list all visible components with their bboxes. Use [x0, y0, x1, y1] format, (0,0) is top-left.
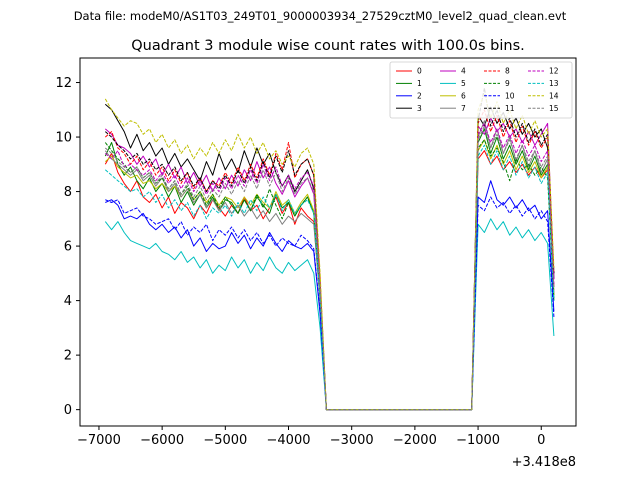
legend-label-1: 1 [417, 79, 422, 88]
x-tick-label: −6000 [140, 433, 184, 448]
x-offset-label: +3.418e8 [512, 455, 576, 470]
legend-label-8: 8 [505, 67, 510, 76]
series-line-8 [104, 109, 555, 411]
series-line-4 [104, 117, 555, 411]
y-tick-label: 6 [64, 240, 72, 255]
series-line-7 [104, 120, 555, 411]
series-line-5 [104, 218, 555, 411]
x-axis: −7000 −6000 −5000 −4000 −3000 −2000 −1000 0 [77, 426, 545, 448]
series-line-14 [104, 92, 555, 411]
legend-label-12: 12 [549, 67, 559, 76]
series-line-9 [104, 139, 555, 411]
axes-frame [79, 57, 577, 427]
legend-label-9: 9 [505, 79, 510, 88]
y-tick-label: 2 [64, 349, 72, 364]
legend-label-10: 10 [505, 92, 515, 101]
legend-label-14: 14 [549, 92, 559, 101]
plot-area [104, 87, 555, 411]
series-line-13 [104, 144, 555, 411]
legend-label-2: 2 [417, 92, 422, 101]
y-tick-label: 4 [64, 294, 72, 309]
y-tick-label: 10 [55, 131, 72, 146]
x-tick-label: −5000 [203, 433, 247, 448]
legend-label-15: 15 [549, 104, 559, 113]
legend-label-11: 11 [505, 104, 515, 113]
y-tick-label: 12 [55, 76, 72, 91]
legend-label-7: 7 [461, 104, 466, 113]
series-line-15 [104, 125, 555, 411]
series-line-2 [105, 180, 555, 411]
legend-label-6: 6 [461, 92, 466, 101]
x-tick-label: −7000 [77, 433, 121, 448]
legend-frame [389, 61, 573, 119]
legend-label-0: 0 [417, 67, 422, 76]
x-tick-label: 0 [537, 433, 545, 448]
x-tick-label: −4000 [267, 433, 311, 448]
x-tick-label: −2000 [393, 433, 437, 448]
series-line-10 [105, 196, 555, 411]
y-tick-label: 8 [64, 185, 72, 200]
y-tick-label: 0 [64, 403, 72, 418]
legend-label-5: 5 [461, 79, 466, 88]
chart-suptitle: Data file: modeM0/AS1T03_249T01_90000039… [74, 9, 567, 23]
x-tick-label: −3000 [330, 433, 374, 448]
legend-label-13: 13 [549, 79, 559, 88]
chart-title: Quadrant 3 module wise count rates with … [131, 38, 525, 54]
legend-label-4: 4 [461, 67, 466, 76]
y-axis: 0 2 4 6 8 10 12 [55, 76, 80, 418]
series-line-11 [104, 87, 555, 411]
series-line-12 [104, 122, 555, 411]
legend-label-3: 3 [417, 104, 422, 113]
x-tick-label: −1000 [456, 433, 500, 448]
series-line-0 [104, 150, 555, 411]
series-line-1 [104, 128, 555, 411]
series-line-3 [104, 103, 555, 411]
series-line-6 [104, 139, 555, 411]
